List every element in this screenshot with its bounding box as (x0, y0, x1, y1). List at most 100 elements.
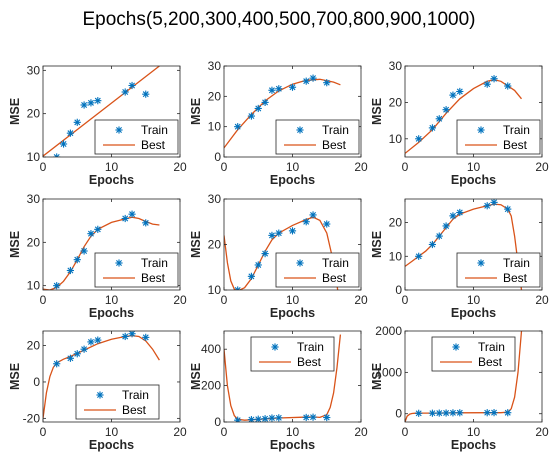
train-point (275, 229, 283, 237)
y-tick-label: 30 (27, 192, 41, 206)
train-point (128, 81, 136, 90)
x-axis-label: Epochs (451, 438, 496, 452)
train-point (490, 409, 498, 417)
train-point (504, 205, 512, 213)
x-tick-label: 20 (354, 293, 368, 307)
x-tick-label: 10 (105, 425, 119, 439)
train-point (87, 230, 95, 238)
train-point (80, 247, 88, 255)
train-point (302, 77, 310, 85)
legend-train-label: Train (478, 340, 505, 354)
data-layer (405, 199, 523, 290)
train-point (323, 413, 331, 422)
train-point (73, 256, 81, 264)
legend-best-label: Best (478, 355, 503, 369)
train-point (490, 75, 498, 83)
train-point (87, 338, 95, 346)
x-axis-label: Epochs (270, 173, 315, 187)
best-line (43, 66, 160, 157)
train-point (309, 211, 317, 219)
train-point (449, 212, 457, 220)
legend-train-label: Train (141, 123, 168, 137)
train-point (490, 199, 498, 206)
train-point (73, 350, 81, 358)
train-point (302, 218, 310, 226)
y-axis-label: MSE (8, 98, 22, 125)
train-point (442, 106, 450, 114)
legend-train-label: Train (503, 256, 530, 270)
x-tick-label: 20 (173, 425, 187, 439)
train-point (428, 124, 436, 132)
y-tick-label: 400 (201, 342, 221, 356)
legend-best-label: Best (141, 271, 166, 285)
x-tick-label: 0 (402, 160, 409, 174)
x-tick-label: 20 (535, 293, 549, 307)
legend-train-marker (96, 391, 104, 399)
y-axis-label: MSE (370, 231, 384, 258)
x-tick-label: 10 (467, 425, 481, 439)
y-tick-label: 0 (33, 375, 40, 389)
train-point (504, 409, 512, 417)
legend-train-marker (477, 259, 485, 267)
x-tick-label: 0 (221, 425, 228, 439)
y-tick-label: 30 (389, 59, 403, 73)
train-point (435, 409, 443, 417)
train-point (456, 208, 464, 217)
y-axis-label: MSE (189, 98, 203, 125)
train-point (234, 123, 242, 131)
train-point (73, 118, 81, 126)
legend-box (275, 252, 360, 288)
train-point (483, 202, 491, 210)
legend-train-label: Train (141, 256, 168, 270)
x-tick-label: 0 (402, 293, 409, 307)
train-series (53, 210, 150, 290)
train-point (288, 227, 297, 235)
train-point (59, 140, 68, 148)
train-point (254, 415, 262, 422)
best-line (224, 216, 339, 290)
train-point (66, 266, 74, 275)
train-point (323, 220, 331, 228)
legend-train-marker (477, 126, 485, 134)
y-tick-label: 30 (27, 63, 41, 77)
legend-best-label: Best (122, 403, 147, 417)
y-axis-label: MSE (189, 363, 203, 390)
train-point (261, 250, 269, 258)
train-point (435, 232, 443, 240)
legend-train-marker (296, 259, 304, 267)
x-axis-label: Epochs (89, 306, 134, 320)
train-point (94, 336, 102, 344)
x-tick-label: 10 (105, 293, 119, 307)
y-tick-label: 0 (214, 415, 221, 429)
legend-train-marker (296, 126, 304, 134)
legend-box (75, 384, 160, 420)
data-layer (43, 331, 160, 419)
train-point (142, 333, 150, 341)
best-line (43, 216, 160, 290)
train-point (142, 219, 150, 227)
train-point (247, 416, 255, 422)
train-point (268, 414, 276, 422)
train-point (66, 129, 74, 137)
y-tick-label: 10 (389, 132, 403, 146)
y-tick-label: 200 (201, 379, 221, 393)
data-layer (224, 211, 339, 290)
train-point (275, 414, 283, 422)
y-tick-label: 20 (389, 216, 403, 230)
train-point (80, 101, 88, 109)
x-tick-label: 10 (286, 293, 300, 307)
legend-train-marker (452, 343, 460, 351)
figure-title: Epochs(5,200,300,400,500,700,800,900,100… (83, 9, 476, 30)
legend-box (275, 119, 360, 155)
y-axis-label: MSE (370, 363, 384, 390)
x-tick-label: 10 (467, 160, 481, 174)
y-tick-label: -20 (23, 411, 41, 425)
train-point (504, 82, 512, 90)
